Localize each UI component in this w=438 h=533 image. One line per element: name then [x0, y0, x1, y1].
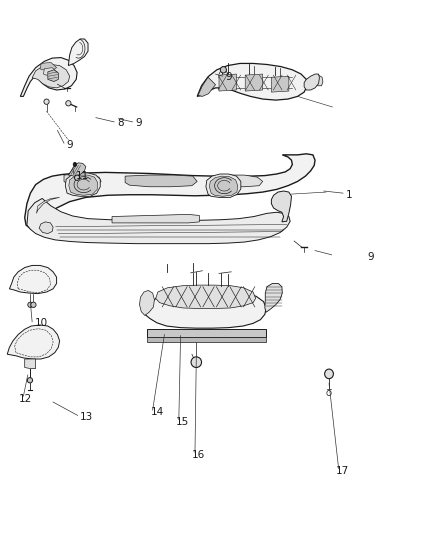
- Polygon shape: [210, 175, 263, 187]
- Polygon shape: [43, 68, 57, 75]
- Polygon shape: [32, 64, 70, 88]
- Polygon shape: [198, 77, 215, 96]
- Ellipse shape: [74, 175, 80, 180]
- Polygon shape: [27, 198, 290, 244]
- Polygon shape: [39, 222, 53, 233]
- Ellipse shape: [220, 67, 226, 73]
- Text: 9: 9: [367, 252, 374, 262]
- Polygon shape: [265, 284, 283, 312]
- Polygon shape: [219, 74, 237, 91]
- Ellipse shape: [325, 369, 333, 378]
- Text: 16: 16: [192, 450, 205, 459]
- Text: 12: 12: [19, 394, 32, 405]
- Polygon shape: [147, 337, 266, 342]
- Text: 11: 11: [76, 171, 89, 181]
- Text: 15: 15: [176, 417, 190, 427]
- Polygon shape: [315, 75, 323, 86]
- Text: 14: 14: [150, 407, 164, 417]
- Polygon shape: [7, 325, 60, 359]
- Text: 1: 1: [346, 190, 352, 200]
- Ellipse shape: [28, 302, 33, 308]
- Polygon shape: [272, 76, 289, 92]
- Text: 13: 13: [80, 413, 93, 423]
- Ellipse shape: [27, 377, 32, 383]
- Polygon shape: [272, 191, 291, 222]
- Polygon shape: [36, 197, 60, 213]
- Polygon shape: [65, 173, 100, 196]
- Ellipse shape: [66, 101, 71, 106]
- Polygon shape: [68, 163, 86, 176]
- Polygon shape: [147, 329, 266, 337]
- Text: 9: 9: [66, 140, 73, 150]
- Polygon shape: [197, 63, 307, 100]
- Polygon shape: [145, 290, 266, 328]
- Polygon shape: [245, 74, 263, 91]
- Polygon shape: [10, 265, 57, 294]
- Polygon shape: [25, 359, 35, 368]
- Polygon shape: [40, 62, 57, 70]
- Text: 9: 9: [135, 118, 142, 128]
- Polygon shape: [69, 175, 98, 195]
- Ellipse shape: [191, 357, 201, 368]
- Text: 9: 9: [225, 72, 232, 82]
- Polygon shape: [206, 174, 241, 197]
- Ellipse shape: [31, 302, 36, 308]
- Polygon shape: [155, 285, 256, 309]
- Polygon shape: [209, 176, 238, 196]
- Ellipse shape: [73, 163, 77, 166]
- Text: 10: 10: [35, 318, 48, 328]
- Text: 17: 17: [336, 466, 349, 475]
- Polygon shape: [125, 175, 197, 187]
- Polygon shape: [48, 70, 58, 82]
- Polygon shape: [20, 58, 77, 96]
- Text: 8: 8: [118, 118, 124, 128]
- Polygon shape: [68, 39, 88, 66]
- Polygon shape: [112, 214, 199, 223]
- Polygon shape: [25, 154, 315, 229]
- Polygon shape: [304, 74, 319, 90]
- Polygon shape: [140, 290, 154, 316]
- Polygon shape: [64, 174, 101, 185]
- Ellipse shape: [44, 99, 49, 104]
